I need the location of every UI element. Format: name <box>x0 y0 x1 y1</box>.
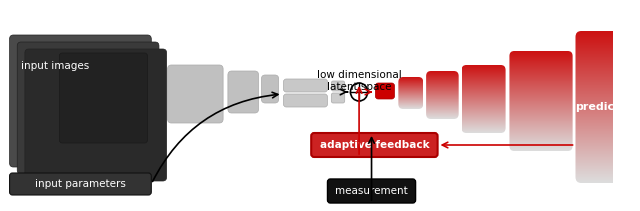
FancyBboxPatch shape <box>17 42 159 174</box>
FancyBboxPatch shape <box>10 173 151 195</box>
FancyBboxPatch shape <box>332 93 345 103</box>
FancyBboxPatch shape <box>25 49 166 181</box>
FancyBboxPatch shape <box>376 83 394 99</box>
Text: prediction: prediction <box>575 102 639 112</box>
FancyBboxPatch shape <box>328 179 415 203</box>
FancyBboxPatch shape <box>284 79 328 92</box>
FancyBboxPatch shape <box>461 65 506 133</box>
FancyBboxPatch shape <box>60 53 147 143</box>
FancyBboxPatch shape <box>168 65 223 123</box>
Circle shape <box>351 83 368 101</box>
Text: input parameters: input parameters <box>35 179 126 189</box>
FancyBboxPatch shape <box>509 51 573 151</box>
FancyBboxPatch shape <box>332 81 345 91</box>
FancyBboxPatch shape <box>311 133 438 157</box>
FancyBboxPatch shape <box>398 77 423 109</box>
FancyBboxPatch shape <box>10 35 151 167</box>
FancyBboxPatch shape <box>261 75 278 103</box>
Text: low dimensional
latent space: low dimensional latent space <box>317 70 401 92</box>
FancyBboxPatch shape <box>575 31 639 183</box>
Text: measurement: measurement <box>335 186 408 196</box>
FancyBboxPatch shape <box>426 71 459 119</box>
FancyBboxPatch shape <box>284 94 328 107</box>
Text: input images: input images <box>21 61 90 71</box>
Text: adaptive feedback: adaptive feedback <box>319 140 429 150</box>
FancyBboxPatch shape <box>228 71 259 113</box>
